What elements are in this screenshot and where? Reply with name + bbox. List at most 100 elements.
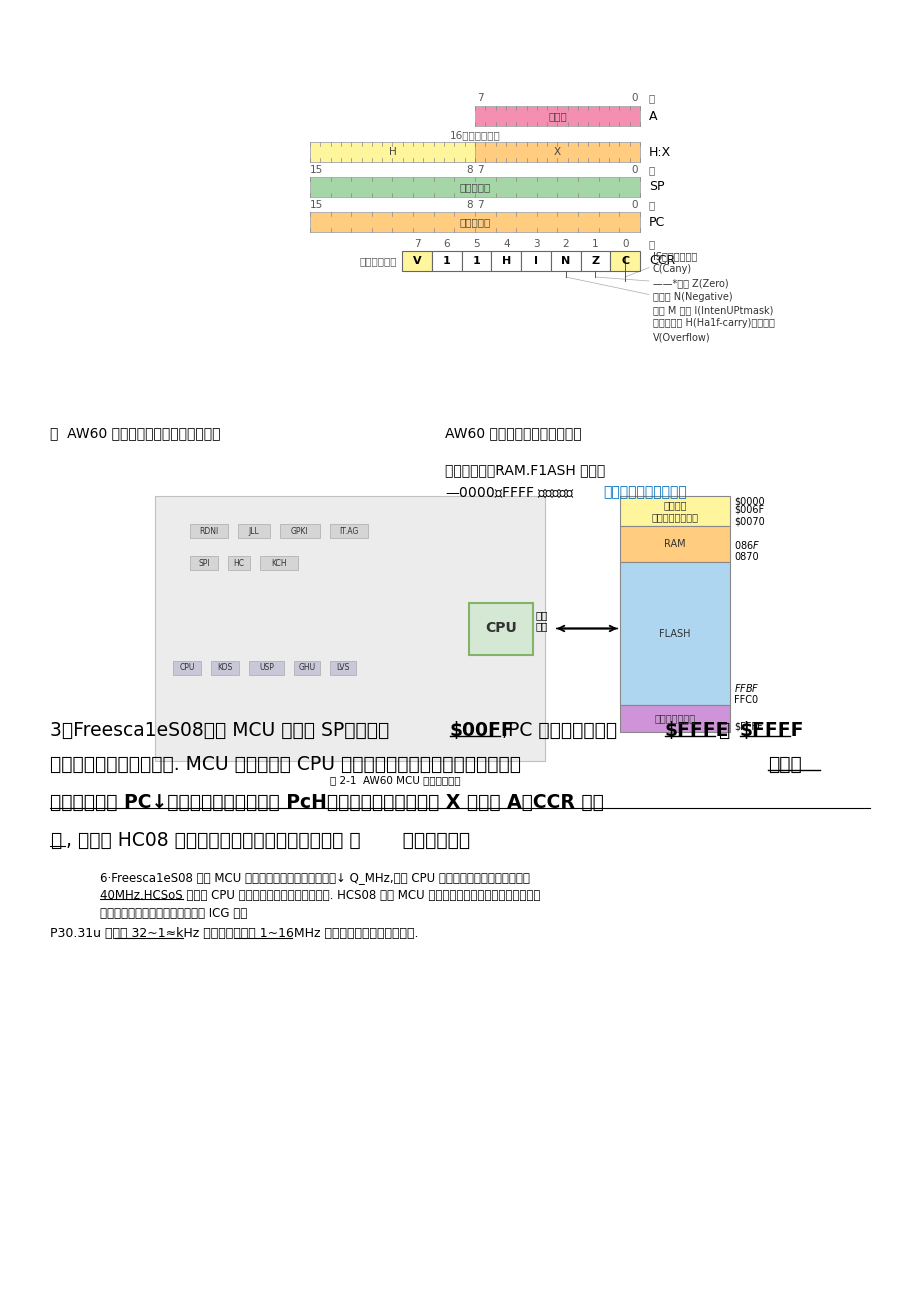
Text: FLASH: FLASH: [659, 628, 690, 639]
Bar: [190, 524, 228, 539]
Bar: [173, 661, 200, 675]
Text: 他标志 N(Negative): 他标志 N(Negative): [652, 291, 732, 302]
Text: 堆栈指示器: 堆栈指示器: [459, 182, 490, 193]
Text: 程序计数器: 程序计数器: [459, 217, 490, 226]
Text: V(Overflow): V(Overflow): [652, 332, 709, 342]
Text: GPKI: GPKI: [290, 527, 309, 536]
Text: N: N: [561, 256, 570, 265]
Text: V: V: [413, 256, 421, 265]
Text: LVS: LVS: [336, 664, 349, 673]
Text: 6·Freesca1eS08 系列 MCU 的最高总线时钟速率可以达到↓ Q_MHz,内部 CPU 的最高工作时钟速率可以达到: 6·Freesca1eS08 系列 MCU 的最高总线时钟速率可以达到↓ Q_M…: [100, 870, 529, 883]
Bar: [550, 251, 580, 271]
Text: 7: 7: [476, 92, 483, 103]
Bar: [474, 142, 640, 163]
Bar: [619, 496, 729, 527]
Bar: [432, 251, 461, 271]
Text: P30.31u 外接的 32~1≈kHz 低频范用时钟或 1~16MHz 力频范用时钟进行倍频得到.: P30.31u 外接的 32~1≈kHz 低频范用时钟或 1~16MHz 力频范…: [50, 928, 418, 941]
Bar: [619, 527, 729, 562]
Text: 存储单元中的复位向量值. MCU 产生中断时 CPU 寄存器自动入栈顺序从先到后依次是: 存储单元中的复位向量值. MCU 产生中断时 CPU 寄存器自动入栈顺序从先到后…: [50, 755, 520, 774]
Text: 4: 4: [503, 239, 509, 248]
Text: 里一分频得到外，也可以利用内部 ICG 模块: 里一分频得到外，也可以利用内部 ICG 模块: [100, 907, 247, 920]
Text: 位: 位: [648, 165, 654, 176]
Text: H:X: H:X: [648, 146, 671, 159]
Text: CPU: CPU: [484, 622, 516, 635]
Text: 8: 8: [466, 165, 472, 176]
Text: $FFFF: $FFFF: [733, 722, 762, 732]
Text: 和: 和: [717, 721, 729, 740]
Bar: [210, 661, 239, 675]
Text: $FFFF: $FFFF: [739, 721, 803, 740]
Bar: [238, 524, 269, 539]
FancyBboxPatch shape: [469, 602, 532, 654]
Text: 5: 5: [472, 239, 480, 248]
Text: 1: 1: [592, 239, 598, 248]
Text: 程序计: 程序计: [767, 755, 800, 774]
Bar: [402, 251, 432, 271]
Text: CCR: CCR: [648, 255, 675, 268]
Text: C: C: [620, 256, 629, 265]
Bar: [190, 556, 218, 570]
Bar: [330, 524, 368, 539]
Text: 不同范围，分段使用：: 不同范围，分段使用：: [602, 485, 686, 500]
Bar: [474, 105, 640, 126]
Text: CPU: CPU: [179, 664, 195, 673]
Text: 模块寄存器、RAM.F1ASH 占用同: 模块寄存器、RAM.F1ASH 占用同: [445, 463, 605, 477]
Text: H: H: [501, 256, 510, 265]
Bar: [461, 251, 491, 271]
Text: 2: 2: [562, 239, 569, 248]
Text: 位: 位: [648, 92, 654, 103]
Text: GHU: GHU: [298, 664, 315, 673]
Text: 7: 7: [476, 165, 483, 176]
Text: RDNI: RDNI: [199, 527, 219, 536]
Text: 0: 0: [630, 165, 637, 176]
Bar: [310, 177, 640, 196]
Text: 3: 3: [532, 239, 539, 248]
Text: 15: 15: [310, 200, 323, 209]
Text: ：  AW60 的功能结构及其存储播映像．: ： AW60 的功能结构及其存储播映像．: [50, 425, 221, 440]
Text: IT.AG: IT.AG: [339, 527, 358, 536]
Bar: [310, 142, 474, 163]
Text: Z: Z: [591, 256, 599, 265]
Text: $006F
$0070: $006F $0070: [733, 505, 764, 527]
Text: 6: 6: [443, 239, 449, 248]
Text: 位: 位: [648, 239, 654, 248]
Text: 半进位标态 H(Ha1f-carry)溢出标志: 半进位标态 H(Ha1f-carry)溢出标志: [652, 319, 774, 328]
Bar: [619, 562, 729, 705]
Text: X: X: [553, 147, 561, 157]
Text: JLL: JLL: [248, 527, 259, 536]
Text: ,PC 会自动装入位于: ,PC 会自动装入位于: [502, 721, 617, 740]
Text: IS州値（立标志: IS州値（立标志: [652, 251, 697, 262]
Text: 7: 7: [414, 239, 420, 248]
Text: 内部
总线: 内部 总线: [536, 610, 548, 631]
Bar: [609, 251, 640, 271]
Text: $0000: $0000: [733, 496, 764, 506]
Text: HC: HC: [233, 558, 244, 567]
Text: SP: SP: [648, 181, 664, 194]
Text: 3、Freesca1eS08系列 MCU 复位时 SP的初值为: 3、Freesca1eS08系列 MCU 复位时 SP的初值为: [50, 721, 389, 740]
Text: 0: 0: [630, 200, 637, 209]
Text: 位: 位: [648, 200, 654, 209]
Bar: [279, 524, 320, 539]
Bar: [228, 556, 250, 570]
Text: —$0000～$FFFF 存储空间的: —$0000～$FFFF 存储空间的: [445, 485, 573, 500]
Text: H: H: [388, 147, 396, 157]
Text: KOS: KOS: [217, 664, 233, 673]
Text: USP: USP: [259, 664, 274, 673]
Text: 图 2-1  AW60 MCU 内部结构框图: 图 2-1 AW60 MCU 内部结构框图: [330, 775, 460, 785]
Text: ——*标志 Z(Zero): ——*标志 Z(Zero): [652, 278, 728, 288]
Bar: [310, 212, 640, 232]
Bar: [294, 661, 320, 675]
Text: $FFFE: $FFFE: [664, 721, 729, 740]
Text: 16位变址寄存器: 16位变址寄存器: [449, 130, 500, 141]
Text: 1: 1: [472, 256, 480, 265]
Text: RAM: RAM: [664, 540, 685, 549]
Text: 0: 0: [621, 239, 628, 248]
Text: 数器的低字节 PC↓、程序计数器的高字节 PcH、变址寄存器的低字节 X 累加器 A、CCR 寄存: 数器的低字节 PC↓、程序计数器的高字节 PcH、变址寄存器的低字节 X 累加器…: [50, 794, 603, 812]
Text: $00FF: $00FF: [449, 721, 515, 740]
Text: SPI: SPI: [198, 558, 210, 567]
Text: , 为了和 HC08 系列保持兼容，且寄存器并不会被 自       动压入堆栈。: , 为了和 HC08 系列保持兼容，且寄存器并不会被 自 动压入堆栈。: [66, 831, 470, 850]
Text: 累加器: 累加器: [548, 111, 566, 121]
Text: C(Cany): C(Cany): [652, 264, 691, 275]
Bar: [619, 705, 729, 732]
Text: 中断 M 蔽位 I(IntenUPtmask): 中断 M 蔽位 I(IntenUPtmask): [652, 304, 773, 315]
